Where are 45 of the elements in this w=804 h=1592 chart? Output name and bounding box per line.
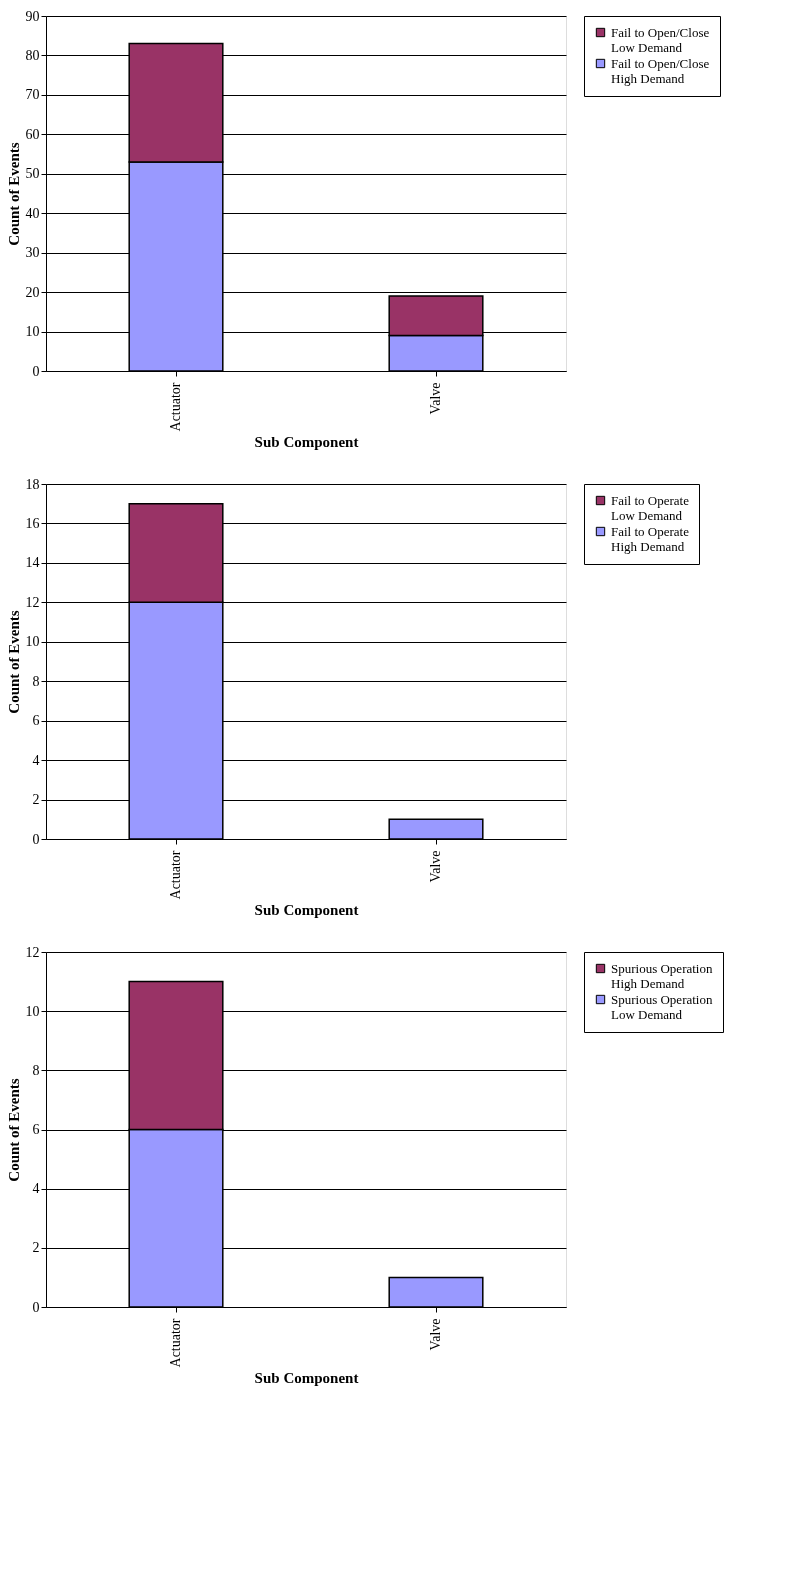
y-axis-title: Count of Events <box>5 1078 22 1182</box>
y-tick-label: 4 <box>32 1181 40 1197</box>
y-tick-label: 90 <box>25 8 40 24</box>
y-tick-label: 12 <box>25 594 40 610</box>
y-tick-label: 70 <box>25 87 40 103</box>
y-tick-label: 80 <box>25 47 40 63</box>
x-tick-label: Valve <box>428 1318 443 1351</box>
x-tick-label: Valve <box>428 382 443 415</box>
y-tick-label: 18 <box>25 476 40 492</box>
legend-label: Spurious Operation High Demand <box>611 960 713 991</box>
x-tick-label: Actuator <box>168 382 183 432</box>
x-tick-label: Actuator <box>168 1318 183 1368</box>
x-axis-title: Sub Component <box>254 902 359 919</box>
y-tick-label: 40 <box>25 205 40 221</box>
y-tick-label: 60 <box>25 126 40 142</box>
x-tick-label: Actuator <box>168 850 183 900</box>
y-tick-label: 12 <box>25 944 40 960</box>
y-tick-label: 10 <box>25 1003 40 1019</box>
y-tick-label: 10 <box>25 324 40 340</box>
y-tick-label: 2 <box>32 1240 40 1256</box>
y-tick-label: 6 <box>32 1122 40 1137</box>
y-tick-label: 30 <box>25 245 40 261</box>
y-tick-label: 0 <box>32 1299 40 1315</box>
y-tick-label: 16 <box>25 515 40 531</box>
y-tick-label: 8 <box>32 673 40 689</box>
y-tick-label: 10 <box>25 634 40 650</box>
legend-label: Fail to Open/Close High Demand <box>611 55 710 86</box>
y-axis-title: Count of Events <box>5 142 22 246</box>
legend-label: Fail to Operate Low Demand <box>611 492 690 523</box>
y-axis-title: Count of Events <box>5 610 22 714</box>
y-tick-label: 4 <box>32 752 40 768</box>
y-tick-label: 2 <box>32 792 40 808</box>
x-axis-title: Sub Component <box>254 1370 359 1387</box>
y-tick-label: 8 <box>32 1062 40 1078</box>
y-tick-label: 0 <box>32 831 40 847</box>
legend-label: Fail to Open/Close Low Demand <box>611 24 710 55</box>
y-tick-label: 14 <box>25 555 40 571</box>
y-tick-label: 20 <box>25 284 40 300</box>
y-tick-label: 0 <box>32 363 40 379</box>
y-tick-label: 6 <box>32 713 40 729</box>
x-axis-title: Sub Component <box>254 434 359 451</box>
legend-label: Fail to Operate High Demand <box>611 523 690 554</box>
legend-label: Spurious Operation Low Demand <box>611 991 713 1022</box>
x-tick-label: Valve <box>428 850 443 883</box>
y-tick-label: 50 <box>25 166 40 182</box>
